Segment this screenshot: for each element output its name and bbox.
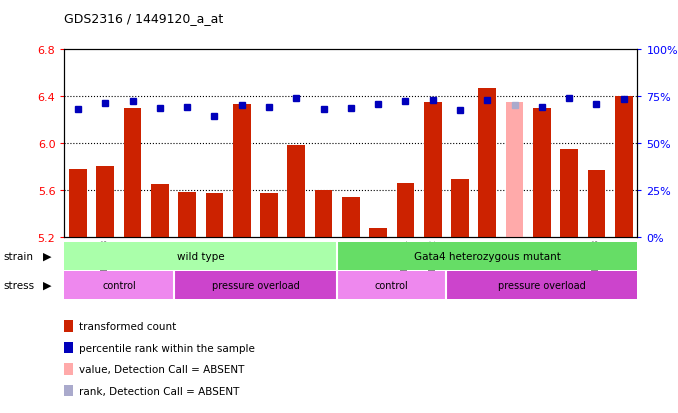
Text: ▶: ▶ [43,280,52,290]
Bar [124,108,142,237]
Text: percentile rank within the sample: percentile rank within the sample [79,343,254,353]
Bar [315,190,332,237]
Text: Gata4 heterozygous mutant: Gata4 heterozygous mutant [414,252,561,261]
Text: rank, Detection Call = ABSENT: rank, Detection Call = ABSENT [79,386,239,396]
Text: strain: strain [3,252,33,261]
Bar [64,242,337,271]
Bar [479,88,496,237]
Text: transformed count: transformed count [79,321,176,331]
Bar [451,180,469,237]
Bar [370,228,387,237]
Text: control: control [375,280,409,290]
Text: GDS2316 / 1449120_a_at: GDS2316 / 1449120_a_at [64,12,224,25]
Text: control: control [102,280,136,290]
Text: wild type: wild type [177,252,224,261]
Bar [337,271,446,299]
Text: stress: stress [3,280,35,290]
Bar [533,108,551,237]
Bar [337,242,637,271]
Bar [205,194,223,237]
Bar [560,150,578,237]
Bar [588,171,605,237]
Text: ▶: ▶ [43,252,52,261]
Bar [342,197,360,237]
Bar [506,102,523,237]
Bar [64,271,174,299]
Bar [287,146,305,237]
Bar [151,185,169,237]
Bar [424,102,441,237]
Text: pressure overload: pressure overload [498,280,586,290]
Bar [96,167,114,237]
Bar [69,169,87,237]
Bar [446,271,637,299]
Bar [178,193,196,237]
Bar [260,194,278,237]
Bar [615,97,633,237]
Bar [397,183,414,237]
Text: pressure overload: pressure overload [212,280,299,290]
Text: value, Detection Call = ABSENT: value, Detection Call = ABSENT [79,364,244,374]
Bar [174,271,337,299]
Bar [233,105,251,237]
